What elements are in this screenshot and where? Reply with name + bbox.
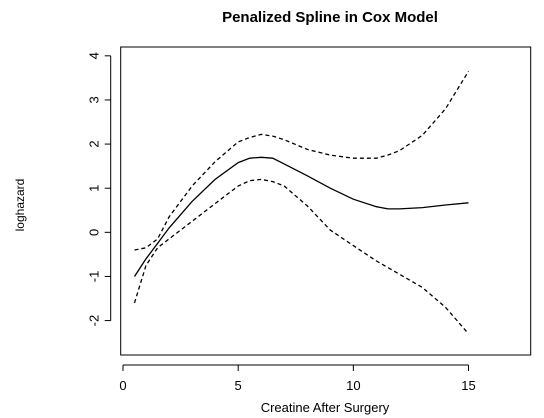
y-tick-label: 2 xyxy=(87,140,102,147)
y-tick-label: 1 xyxy=(87,185,102,192)
x-tick-label: 0 xyxy=(119,378,126,393)
y-tick-label: -1 xyxy=(87,271,102,283)
series-line xyxy=(133,178,469,335)
y-tick-label: -2 xyxy=(87,315,102,327)
y-tick-label: 4 xyxy=(87,52,102,59)
chart-title: Penalized Spline in Cox Model xyxy=(222,9,438,26)
x-tick-label: 10 xyxy=(346,378,360,393)
series-line xyxy=(134,70,470,251)
plot-frame xyxy=(120,46,532,356)
y-tick-label: 3 xyxy=(87,96,102,103)
x-axis-label: Creatine After Surgery xyxy=(261,400,390,415)
x-tick-label: 5 xyxy=(235,378,242,393)
series-line xyxy=(133,156,469,277)
y-axis-label: loghazard xyxy=(13,179,27,232)
y-tick-label: 0 xyxy=(87,229,102,236)
x-tick-label: 15 xyxy=(461,378,475,393)
